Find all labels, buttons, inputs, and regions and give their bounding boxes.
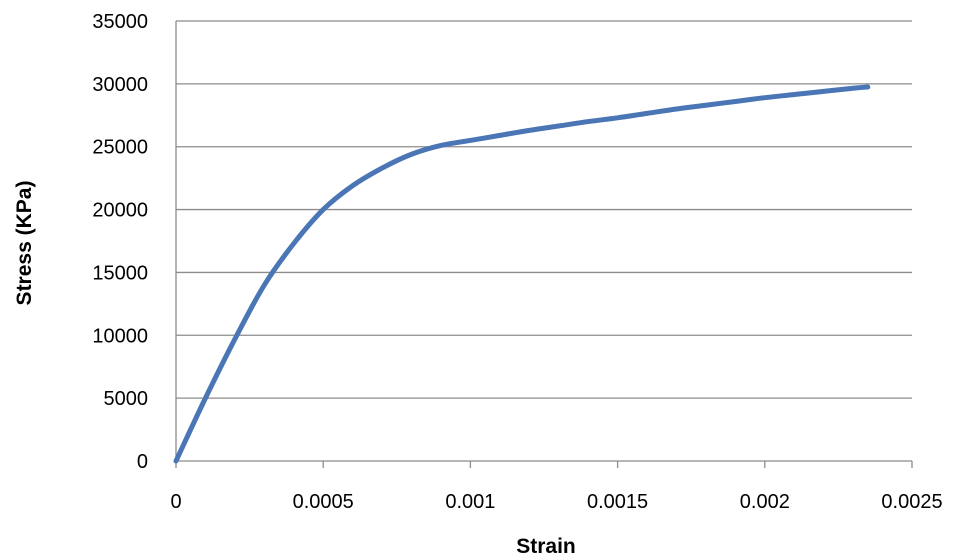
x-tick-label: 0.0005 — [293, 491, 354, 513]
y-tick-label: 5000 — [104, 388, 149, 410]
x-tick-label: 0.0025 — [881, 491, 942, 513]
y-tick-label: 35000 — [92, 11, 148, 33]
x-tick-label: 0.002 — [740, 491, 790, 513]
y-tick-label: 30000 — [92, 74, 148, 96]
y-tick-label: 0 — [137, 451, 148, 473]
y-tick-label: 20000 — [92, 200, 148, 222]
x-tick-label: 0 — [170, 491, 181, 513]
y-tick-label: 25000 — [92, 137, 148, 159]
series-group — [173, 84, 871, 464]
y-tick-label: 15000 — [92, 262, 148, 284]
y-tick-label: 10000 — [92, 325, 148, 347]
x-tick-label: 0.0015 — [587, 491, 648, 513]
y-tick-labels: 0 5000 10000 15000 20000 25000 30000 35000 — [92, 11, 148, 473]
series-line-0 — [173, 84, 871, 464]
axes — [175, 21, 913, 468]
gridlines — [176, 20, 912, 399]
x-tick-labels: 0 0.0005 0.001 0.0015 0.002 0.0025 — [170, 491, 942, 513]
y-axis-title: Stress (KPa) — [13, 181, 36, 306]
x-axis-title: Strain — [516, 535, 576, 558]
x-tick-label: 0.001 — [445, 491, 495, 513]
